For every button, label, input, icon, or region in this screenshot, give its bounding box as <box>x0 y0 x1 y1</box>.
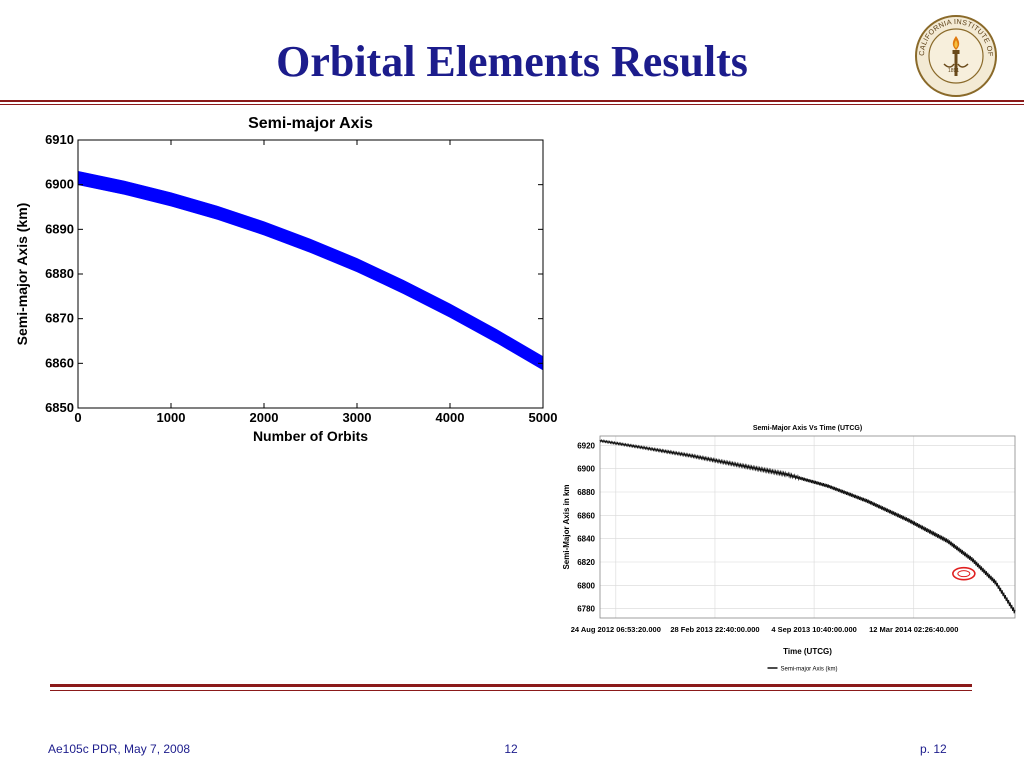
chart2-ytick-label: 6880 <box>577 488 595 497</box>
chart2-ylabel: Semi-Major Axis in km <box>562 484 571 569</box>
top-rule <box>0 100 1024 102</box>
semi-major-axis-time-chart: Semi-Major Axis Vs Time (UTCG) 6780 6800 68… <box>562 425 1016 673</box>
chart1-ytick-label: 6870 <box>45 311 74 326</box>
slide-title: Orbital Elements Results <box>276 37 748 86</box>
chart1-ytick-label: 6910 <box>45 132 74 147</box>
seal-year: 1891 <box>948 68 959 74</box>
semi-major-axis-orbits-chart: Semi-major Axis 0 1000 2000 3000 4000 5000 6850… <box>14 115 558 444</box>
chart2-legend-label: Semi-major Axis (km) <box>781 667 838 673</box>
footer-right: p. 12 <box>920 742 947 756</box>
chart2-ytick-label: 6780 <box>577 605 595 614</box>
bottom-rule-secondary <box>50 690 972 691</box>
chart1-title: Semi-major Axis <box>248 115 373 132</box>
chart1-xtick-label: 4000 <box>436 410 465 425</box>
chart2-ytick-label: 6840 <box>577 535 595 544</box>
chart2-series-line <box>599 438 1016 614</box>
chart2-xtick-label: 24 Aug 2012 06:53:20.000 <box>571 625 661 634</box>
chart2-highlight-ellipse-inner <box>957 570 971 578</box>
bottom-rule <box>50 684 972 687</box>
chart1-ytick-label: 6860 <box>45 355 74 370</box>
chart1-plot-frame <box>77 139 544 409</box>
caltech-seal-icon: CALIFORNIA INSTITUTE OF TECHNOLOGY 1891 <box>914 14 997 97</box>
chart1-ytick-label: 6890 <box>45 221 74 236</box>
chart1-xtick-label: 0 <box>74 410 81 425</box>
chart2-ytick-label: 6900 <box>577 465 595 474</box>
chart1-xtick-label: 5000 <box>529 410 558 425</box>
chart2-xtick-label: 28 Feb 2013 22:40:00.000 <box>670 625 759 634</box>
chart2-ytick-label: 6820 <box>577 558 595 567</box>
chart1-ytick-label: 6880 <box>45 266 74 281</box>
chart1-xtick-label: 2000 <box>250 410 279 425</box>
footer-page-number: 12 <box>504 742 518 756</box>
chart1-xtick-label: 1000 <box>157 410 186 425</box>
top-rule-secondary <box>0 104 1024 105</box>
chart2-ytick-label: 6860 <box>577 511 595 520</box>
footer-left: Ae105c PDR, May 7, 2008 <box>48 742 191 756</box>
chart1-xlabel: Number of Orbits <box>253 428 368 444</box>
chart1-xtick-label: 3000 <box>343 410 372 425</box>
chart2-xtick-label: 4 Sep 2013 10:40:00.000 <box>771 625 856 634</box>
chart1-series-band <box>77 170 544 371</box>
chart1-ytick-label: 6850 <box>45 400 74 415</box>
chart2-xtick-label: 12 Mar 2014 02:26:40.000 <box>869 625 958 634</box>
chart2-ytick-label: 6920 <box>577 441 595 450</box>
chart2-plot-frame <box>599 435 1016 619</box>
chart1-ylabel: Semi-major Axis (km) <box>14 203 30 346</box>
chart1-ytick-label: 6900 <box>45 177 74 192</box>
chart2-xlabel: Time (UTCG) <box>783 647 832 656</box>
chart2-title: Semi-Major Axis Vs Time (UTCG) <box>753 425 862 432</box>
chart2-highlight-ellipse <box>952 566 976 581</box>
chart2-ytick-label: 6800 <box>577 581 595 590</box>
